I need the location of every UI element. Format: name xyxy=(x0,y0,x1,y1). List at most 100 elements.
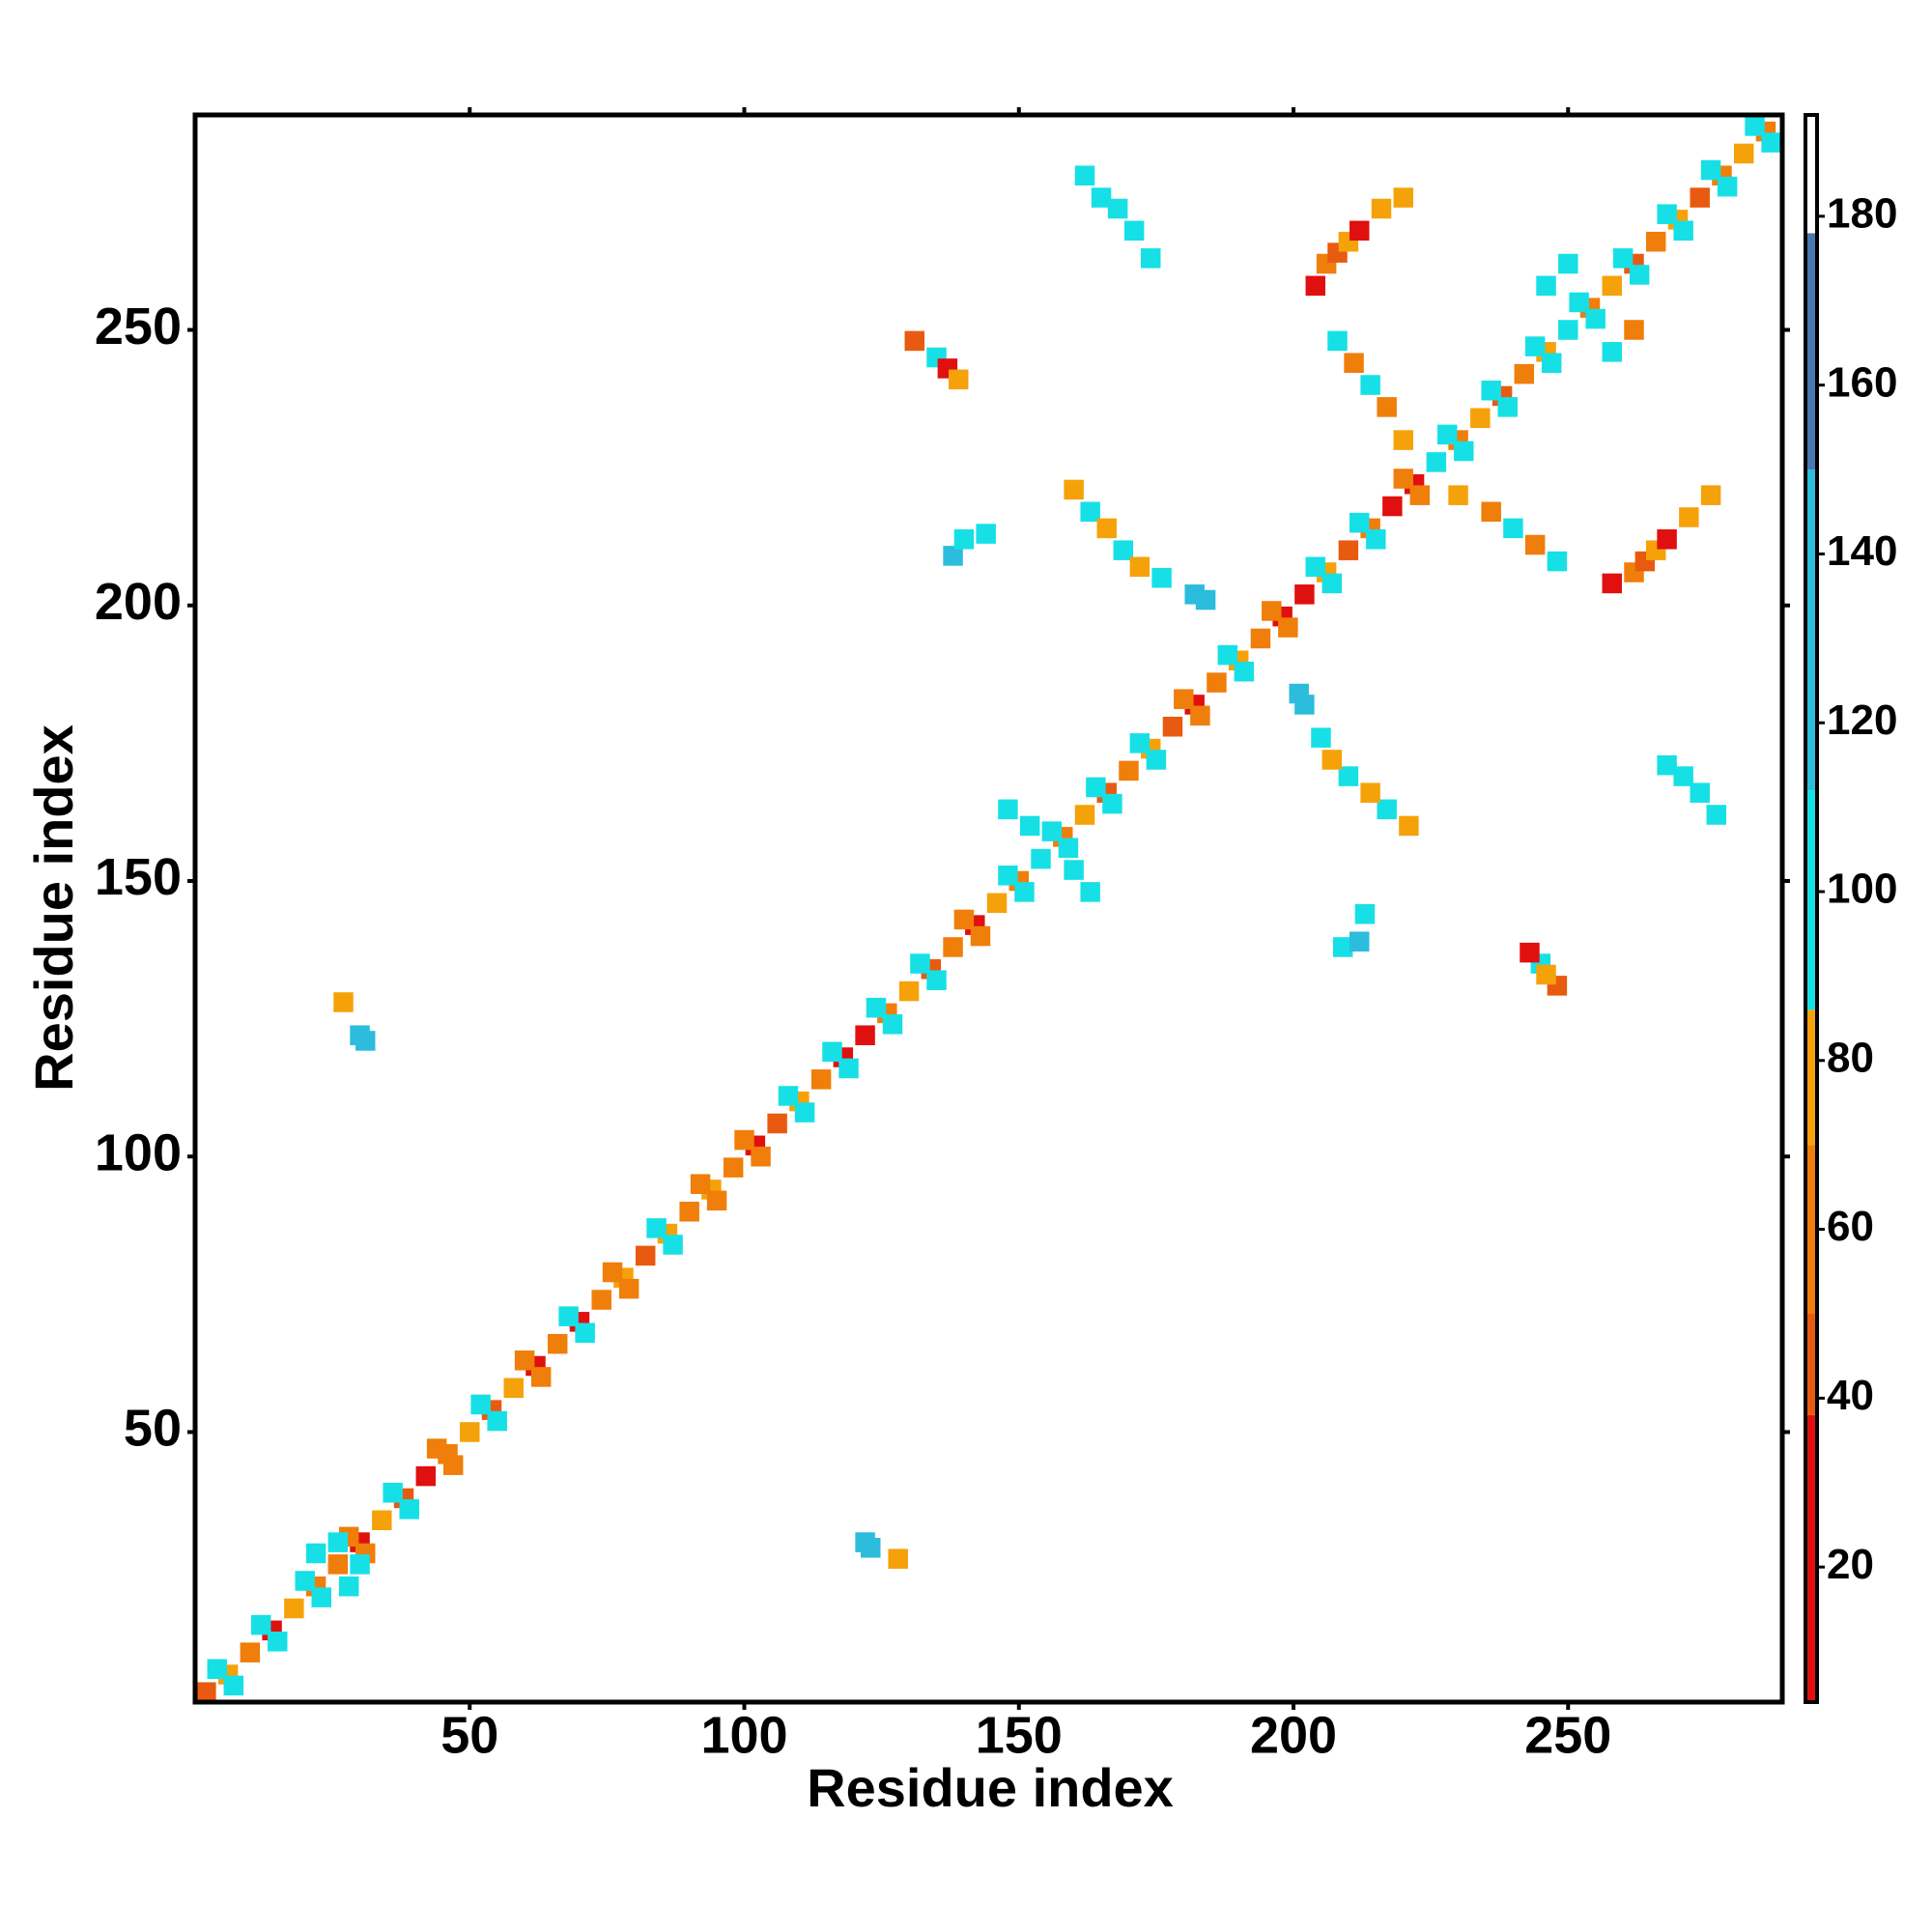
y-tick-label: 50 xyxy=(124,1400,182,1458)
heat-cell xyxy=(679,1201,699,1222)
colorbar-tick-label: 40 xyxy=(1827,1372,1874,1419)
heat-cell xyxy=(943,546,963,566)
heat-cell xyxy=(1624,320,1644,340)
y-tick-label: 100 xyxy=(95,1123,182,1181)
colorbar-segment xyxy=(1805,1414,1817,1702)
colorbar-segment xyxy=(1805,790,1817,1010)
heat-cell xyxy=(1393,187,1413,208)
heat-cell xyxy=(998,866,1018,886)
colorbar-tick-label: 20 xyxy=(1827,1541,1874,1588)
heat-cell xyxy=(240,1642,261,1662)
heat-cell xyxy=(1470,408,1491,429)
heat-cell xyxy=(646,1218,667,1238)
heat-cell xyxy=(1123,220,1145,242)
heat-cell xyxy=(268,1631,288,1652)
heat-cell xyxy=(1278,617,1298,638)
heat-cell xyxy=(1140,248,1161,269)
heat-cell xyxy=(998,799,1018,820)
y-tick-label: 150 xyxy=(95,848,182,906)
heat-cell xyxy=(1102,793,1122,814)
heat-cell xyxy=(1250,628,1271,649)
x-axis-label: Residue index xyxy=(807,1757,1174,1818)
heat-cell xyxy=(1733,143,1754,164)
heat-cell xyxy=(1360,782,1380,803)
colorbar-segment xyxy=(1805,469,1817,791)
heat-cell xyxy=(1646,231,1666,252)
heat-cell xyxy=(1690,187,1710,208)
x-tick-label: 50 xyxy=(440,1706,498,1764)
heat-cell xyxy=(1338,766,1359,786)
heat-cell xyxy=(284,1598,304,1619)
heat-cell xyxy=(1745,116,1765,136)
heat-cell xyxy=(1321,573,1343,594)
heat-cell xyxy=(442,1455,464,1475)
heat-cell xyxy=(1014,882,1035,902)
x-tick-label: 250 xyxy=(1524,1706,1611,1764)
heat-cell xyxy=(794,1102,815,1122)
heat-cell xyxy=(1602,573,1622,594)
heat-cell xyxy=(1350,512,1370,533)
heat-cell xyxy=(618,1278,639,1299)
heat-cell xyxy=(1344,353,1364,373)
heat-cell xyxy=(910,953,930,974)
heat-cell xyxy=(1679,507,1699,527)
heat-cell xyxy=(196,1682,216,1702)
x-tick-label: 200 xyxy=(1250,1706,1337,1764)
heat-cell xyxy=(986,893,1008,914)
heat-cell xyxy=(503,1378,524,1399)
heat-cell xyxy=(926,970,947,990)
heat-cell xyxy=(904,330,924,352)
heat-cell xyxy=(690,1174,711,1195)
heat-cell xyxy=(1673,220,1693,242)
heat-cell xyxy=(1091,187,1112,208)
heat-cell xyxy=(1536,275,1556,297)
heat-cell xyxy=(882,1014,903,1035)
heat-cell xyxy=(1524,534,1546,555)
heat-cell xyxy=(1031,848,1051,869)
heat-cell xyxy=(1690,782,1710,803)
heat-cell xyxy=(1080,501,1100,523)
heat-cell xyxy=(1569,292,1589,313)
heat-cell xyxy=(855,1025,875,1045)
colorbar-tick-label: 160 xyxy=(1827,358,1897,406)
heat-cell xyxy=(1074,805,1095,825)
heat-cell xyxy=(602,1262,623,1283)
heat-cell xyxy=(1119,760,1139,781)
heat-cell xyxy=(426,1438,447,1459)
heat-cell xyxy=(1338,540,1359,560)
heat-cell xyxy=(1195,589,1216,611)
heat-cell xyxy=(1289,683,1309,704)
heat-cell xyxy=(1129,556,1151,578)
heat-cell xyxy=(898,980,920,1002)
heat-cell xyxy=(327,1532,349,1552)
heat-cell xyxy=(838,1058,859,1079)
heat-cell xyxy=(1058,838,1079,859)
heat-cell xyxy=(953,909,975,930)
heat-cell xyxy=(1366,529,1386,550)
heat-cell xyxy=(1162,716,1183,737)
heat-cell xyxy=(1700,159,1721,181)
x-tick-label: 100 xyxy=(700,1706,787,1764)
heat-cell xyxy=(751,1146,771,1167)
colorbar-segment xyxy=(1805,1009,1817,1146)
heat-cell xyxy=(976,524,996,544)
heat-cell xyxy=(861,1537,881,1558)
heat-cell xyxy=(591,1290,611,1310)
heat-cell xyxy=(1481,501,1501,523)
x-tick-label: 150 xyxy=(976,1706,1063,1764)
heat-cell xyxy=(1612,248,1634,269)
heat-cell xyxy=(1262,601,1282,621)
heat-cell xyxy=(1064,479,1084,500)
heat-cell xyxy=(1129,733,1151,753)
heat-cell xyxy=(355,1031,376,1051)
heat-cell xyxy=(1151,567,1172,588)
heat-cell xyxy=(1514,363,1535,384)
heat-cell xyxy=(372,1510,392,1531)
heat-cell xyxy=(1706,805,1727,825)
heat-cell xyxy=(470,1394,491,1415)
heat-cell xyxy=(250,1614,271,1635)
heat-cell xyxy=(1700,485,1721,505)
heat-cell xyxy=(1761,132,1781,153)
heat-cell xyxy=(350,1554,370,1575)
